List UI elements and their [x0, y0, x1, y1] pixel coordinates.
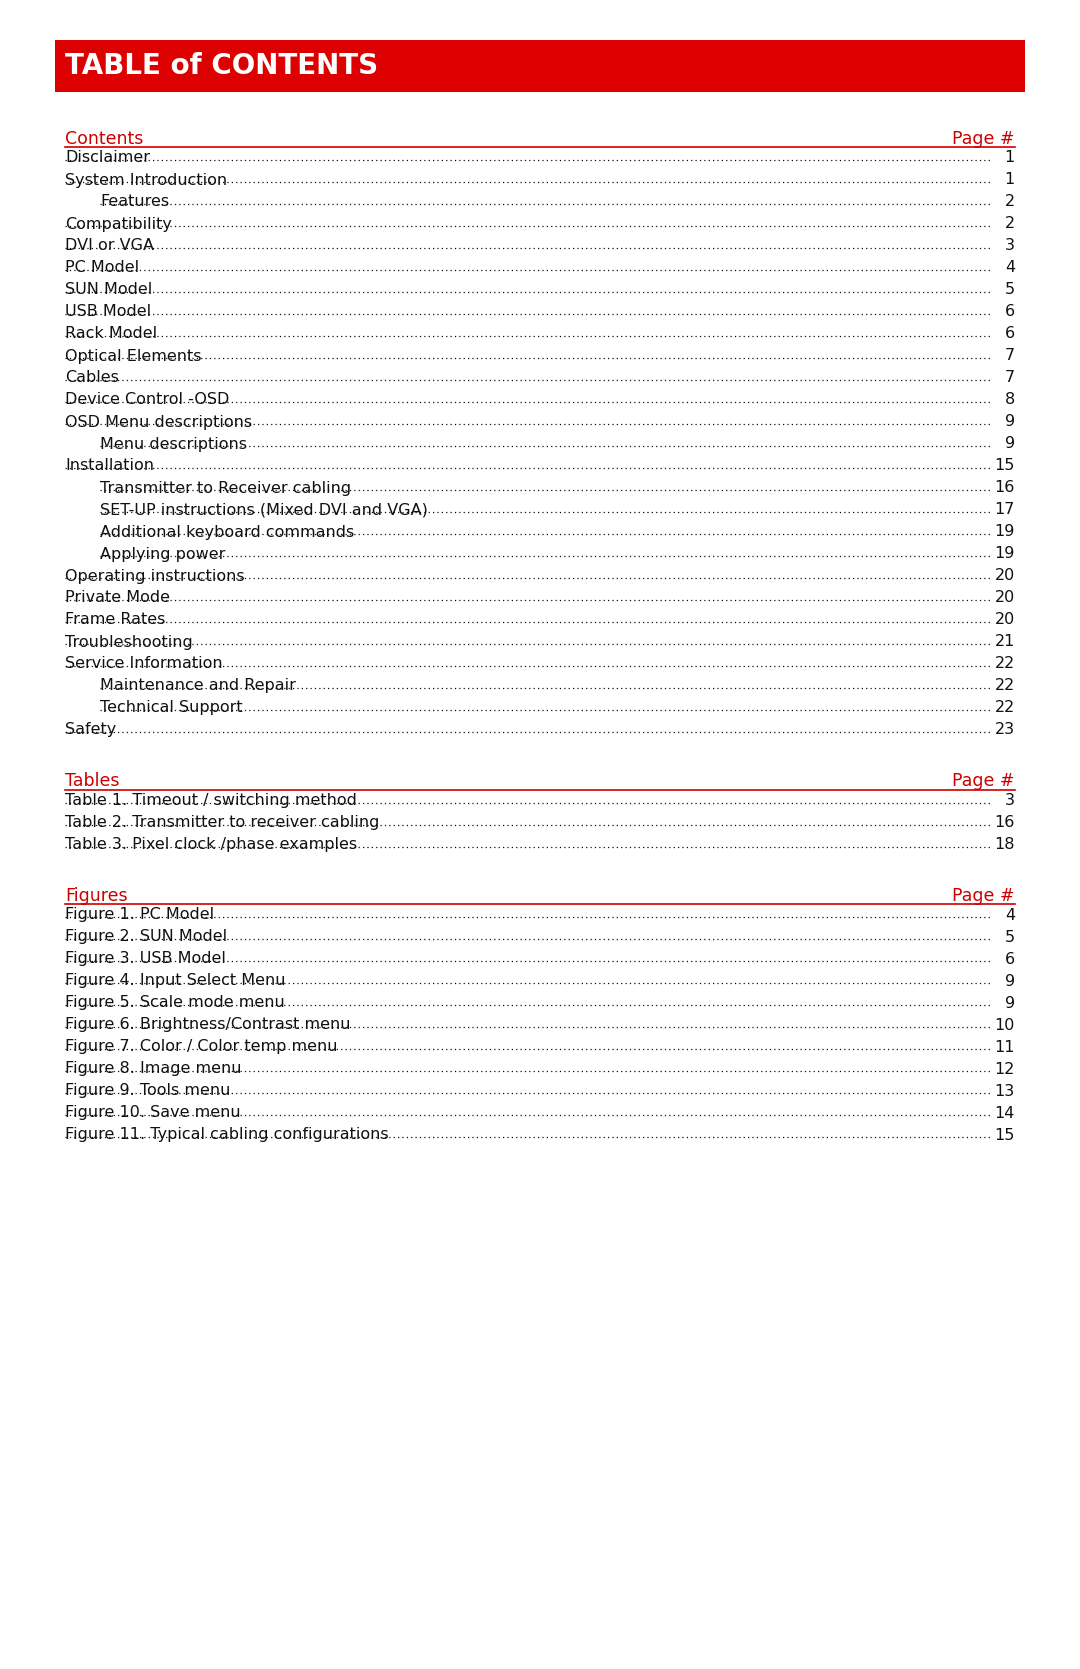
Text: 1: 1 — [1004, 150, 1015, 165]
Text: 15: 15 — [995, 459, 1015, 474]
Text: Service Information: Service Information — [65, 656, 222, 671]
Text: Safety: Safety — [65, 723, 117, 738]
Text: 14: 14 — [995, 1105, 1015, 1120]
Text: Figure 4. Input Select Menu: Figure 4. Input Select Menu — [65, 973, 285, 988]
Text: Page #: Page # — [953, 773, 1015, 791]
Text: 16: 16 — [995, 481, 1015, 496]
Text: 5: 5 — [1004, 282, 1015, 297]
Text: Page #: Page # — [953, 130, 1015, 149]
Text: 15: 15 — [995, 1128, 1015, 1143]
Text: 4: 4 — [1004, 908, 1015, 923]
Text: 6: 6 — [1004, 304, 1015, 319]
Text: Figure 1. PC Model: Figure 1. PC Model — [65, 908, 214, 923]
Text: Menu descriptions: Menu descriptions — [100, 437, 247, 452]
Text: 3: 3 — [1005, 793, 1015, 808]
Text: SET-UP instructions (Mixed DVI and VGA): SET-UP instructions (Mixed DVI and VGA) — [100, 502, 428, 517]
Text: Contents: Contents — [65, 130, 144, 149]
Text: 20: 20 — [995, 591, 1015, 606]
Text: 17: 17 — [995, 502, 1015, 517]
Text: Operating instructions: Operating instructions — [65, 569, 245, 584]
Text: DVI or VGA: DVI or VGA — [65, 239, 154, 254]
Text: Frame Rates: Frame Rates — [65, 613, 165, 628]
Text: 6: 6 — [1004, 327, 1015, 342]
Text: Figure 3. USB Model: Figure 3. USB Model — [65, 951, 226, 966]
Text: 7: 7 — [1004, 371, 1015, 386]
Text: SUN Model: SUN Model — [65, 282, 152, 297]
Text: 19: 19 — [995, 546, 1015, 561]
Text: 9: 9 — [1004, 414, 1015, 429]
Text: Figure 10. Save menu: Figure 10. Save menu — [65, 1105, 241, 1120]
Text: Figure 11. Typical cabling configurations: Figure 11. Typical cabling configuration… — [65, 1128, 389, 1143]
Text: 8: 8 — [1004, 392, 1015, 407]
Text: System Introduction: System Introduction — [65, 172, 227, 187]
Text: Figure 8. Image menu: Figure 8. Image menu — [65, 1061, 242, 1077]
Text: Private Mode: Private Mode — [65, 591, 170, 606]
Text: 18: 18 — [995, 836, 1015, 851]
Text: Applying power: Applying power — [100, 546, 226, 561]
Text: Tables: Tables — [65, 773, 120, 791]
Text: Technical Support: Technical Support — [100, 701, 243, 716]
Text: 2: 2 — [1004, 217, 1015, 232]
Text: 22: 22 — [995, 701, 1015, 716]
Text: Additional keyboard commands: Additional keyboard commands — [100, 524, 354, 539]
Text: Figures: Figures — [65, 886, 127, 905]
Text: Table 2. Transmitter to receiver cabling: Table 2. Transmitter to receiver cabling — [65, 814, 379, 829]
Text: Troubleshooting: Troubleshooting — [65, 634, 192, 649]
Text: Figure 2. SUN Model: Figure 2. SUN Model — [65, 930, 227, 945]
Text: OSD Menu descriptions: OSD Menu descriptions — [65, 414, 252, 429]
Text: 16: 16 — [995, 814, 1015, 829]
Text: 13: 13 — [995, 1083, 1015, 1098]
Text: 4: 4 — [1004, 260, 1015, 275]
Text: Figure 7. Color / Color temp menu: Figure 7. Color / Color temp menu — [65, 1040, 337, 1055]
Text: PC Model: PC Model — [65, 260, 139, 275]
Text: 9: 9 — [1004, 437, 1015, 452]
Text: 22: 22 — [995, 656, 1015, 671]
Text: Table 1. Timeout / switching method: Table 1. Timeout / switching method — [65, 793, 356, 808]
Text: 11: 11 — [995, 1040, 1015, 1055]
Text: Transmitter to Receiver cabling: Transmitter to Receiver cabling — [100, 481, 351, 496]
Text: 9: 9 — [1004, 995, 1015, 1010]
Text: 1: 1 — [1004, 172, 1015, 187]
Text: 21: 21 — [995, 634, 1015, 649]
Text: 7: 7 — [1004, 349, 1015, 364]
Text: 9: 9 — [1004, 973, 1015, 988]
Text: Optical Elements: Optical Elements — [65, 349, 202, 364]
Text: Rack Model: Rack Model — [65, 327, 157, 342]
Text: 20: 20 — [995, 569, 1015, 584]
Text: 6: 6 — [1004, 951, 1015, 966]
Text: 19: 19 — [995, 524, 1015, 539]
Text: 5: 5 — [1004, 930, 1015, 945]
Text: Compatibility: Compatibility — [65, 217, 172, 232]
Text: Figure 6. Brightness/Contrast menu: Figure 6. Brightness/Contrast menu — [65, 1018, 351, 1033]
Text: Features: Features — [100, 195, 170, 210]
Text: Figure 9. Tools menu: Figure 9. Tools menu — [65, 1083, 230, 1098]
Text: Maintenance and Repair: Maintenance and Repair — [100, 679, 296, 694]
Text: TABLE of CONTENTS: TABLE of CONTENTS — [65, 52, 378, 80]
Bar — [55, 40, 1025, 92]
Text: 3: 3 — [1005, 239, 1015, 254]
Text: Device Control -OSD: Device Control -OSD — [65, 392, 229, 407]
Text: Disclaimer: Disclaimer — [65, 150, 150, 165]
Text: 2: 2 — [1004, 195, 1015, 210]
Text: 20: 20 — [995, 613, 1015, 628]
Text: 12: 12 — [995, 1061, 1015, 1077]
Text: Figure 5. Scale mode menu: Figure 5. Scale mode menu — [65, 995, 285, 1010]
Text: 22: 22 — [995, 679, 1015, 694]
Text: USB Model: USB Model — [65, 304, 151, 319]
Text: 10: 10 — [995, 1018, 1015, 1033]
Text: Page #: Page # — [953, 886, 1015, 905]
Text: Cables: Cables — [65, 371, 119, 386]
Text: Installation: Installation — [65, 459, 154, 474]
Text: Table 3. Pixel clock /phase examples: Table 3. Pixel clock /phase examples — [65, 836, 357, 851]
Text: 23: 23 — [995, 723, 1015, 738]
